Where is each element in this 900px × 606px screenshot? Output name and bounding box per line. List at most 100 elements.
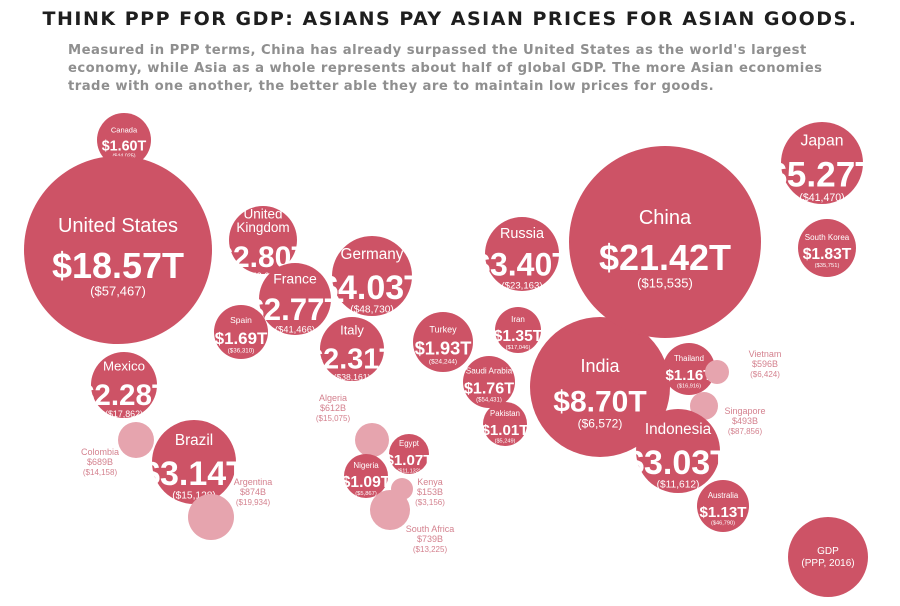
bubble-germany: Germany $4.03T($48,730) (319, 236, 425, 316)
bubble-circle (152, 420, 236, 504)
country-name: Algeria (319, 393, 347, 403)
bubble-circle (697, 480, 749, 532)
gdp-value: $689B (87, 457, 113, 467)
gdp-value: $596B (752, 359, 778, 369)
country-name: South Africa (406, 524, 455, 534)
gdp-per-capita: ($3,156) (415, 498, 445, 507)
bubble-circle (259, 263, 331, 335)
country-name: United States (58, 215, 178, 237)
gdp-per-capita: ($42,609) (244, 271, 283, 281)
country-name: Canada (111, 126, 138, 135)
bubble-thailand: Thailand $1.16T($16,916) (663, 343, 715, 395)
gdp-value: $8.70T (553, 385, 646, 418)
gdp-value: $18.57T (52, 245, 184, 286)
gdp-value: $874B (240, 487, 266, 497)
country-name: Turkey (429, 325, 457, 335)
gdp-value: $153B (417, 487, 443, 497)
bubble-united-states: United States $18.57T($57,467) (24, 156, 212, 344)
bubble-india: India $8.70T($6,572) (530, 317, 670, 457)
gdp-value: $3.14T (141, 455, 247, 493)
subtitle-line: economy, while Asia as a whole represent… (68, 61, 823, 76)
gdp-per-capita: ($35,751) (815, 263, 840, 269)
bubble-circle (690, 392, 718, 420)
bubble-brazil: Brazil $3.14T($15,128) (141, 420, 247, 504)
country-name: Nigeria (353, 461, 379, 470)
country-name: United (243, 206, 282, 221)
bubble-circle (188, 494, 234, 540)
bubble-indonesia: Indonesia $3.03T($11,612) (625, 409, 731, 493)
country-name: Japan (800, 132, 843, 149)
gdp-per-capita: ($23,163) (501, 280, 542, 291)
gdp-value: $1.93T (415, 339, 472, 359)
gdp-per-capita: ($48,730) (350, 305, 394, 316)
country-name: Mexico (103, 358, 145, 373)
country-name: Indonesia (645, 421, 712, 438)
bubble-italy: Italy $2.31T($38,161) (307, 317, 397, 382)
bubble-south-africa: South Africa$739B($13,225) (370, 490, 454, 554)
gdp-value: $3.40T (472, 247, 572, 283)
bubble-canada: Canada$1.60T($44,025) (97, 113, 151, 167)
bubble-argentina: Argentina$874B($19,934) (188, 477, 272, 540)
gdp-per-capita: ($54,431) (476, 397, 502, 403)
bubble-circle (569, 146, 761, 338)
bubble-circle (344, 454, 388, 498)
bubble-circle (320, 317, 384, 381)
bubble-circle (332, 236, 412, 316)
bubble-circle (214, 305, 268, 359)
country-name: Spain (230, 315, 252, 325)
bubble-vietnam: Vietnam$596B($6,424) (705, 349, 781, 384)
gdp-per-capita: ($38,161) (334, 372, 371, 382)
subtitle-line: trade with one another, the better able … (68, 79, 715, 94)
gdp-value: $4.03T (319, 269, 425, 307)
legend-bubble (788, 517, 868, 597)
subtitle-line: Measured in PPP terms, China has already… (68, 43, 807, 58)
gdp-per-capita: ($57,467) (90, 284, 146, 299)
bubble-nigeria: Nigeria $1.09T($5,867) (342, 454, 391, 498)
gdp-per-capita: ($6,424) (750, 370, 780, 379)
legend-label: GDP (817, 546, 839, 557)
gdp-per-capita: ($5,867) (355, 491, 377, 497)
gdp-value: $612B (320, 403, 346, 413)
gdp-per-capita: ($41,470) (799, 192, 844, 204)
country-name: Kenya (417, 477, 443, 487)
country-name: Argentina (234, 477, 273, 487)
gdp-per-capita: ($19,934) (236, 498, 271, 507)
bubble-spain: Spain $1.69T($36,310) (214, 305, 268, 359)
gdp-value: $1.83T (803, 246, 852, 263)
gdp-value: $739B (417, 534, 443, 544)
country-name: Kingdom (236, 220, 289, 235)
country-name: Russia (500, 226, 544, 242)
bubble-pakistan: Pakistan $1.01T($5,249) (482, 402, 530, 446)
country-name: Pakistan (490, 409, 520, 418)
country-name: Australia (708, 491, 739, 500)
gdp-value: $1.76T (464, 379, 514, 397)
country-name: South Korea (805, 233, 850, 242)
bubble-russia: Russia $3.40T($23,163) (472, 217, 572, 291)
country-name: France (273, 270, 317, 286)
country-name: China (639, 207, 692, 229)
bubble-circle (229, 206, 297, 274)
country-name: Germany (341, 246, 404, 263)
gdp-per-capita: ($16,916) (677, 383, 701, 389)
gdp-value: $5.27T (767, 156, 877, 195)
country-name: Singapore (724, 406, 765, 416)
bubble-mexico: Mexico $2.28T($17,862) (78, 352, 170, 419)
gdp-value: $1.60T (102, 138, 147, 154)
country-name: Italy (340, 323, 364, 338)
bubble-circle (495, 307, 541, 353)
bubble-circle (485, 217, 559, 291)
chart-title: THINK PPP FOR GDP: ASIANS PAY ASIAN PRIC… (42, 8, 858, 30)
gdp-value: $1.01T (482, 422, 530, 439)
gdp-per-capita: ($24,244) (429, 359, 457, 366)
gdp-per-capita: ($15,075) (316, 414, 351, 423)
bubble-circle (663, 343, 715, 395)
gdp-per-capita: ($36,310) (228, 347, 255, 354)
gdp-value: $1.07T (386, 452, 434, 469)
gdp-value: $2.28T (78, 379, 170, 412)
bubble-circle (636, 409, 720, 493)
bubble-south-korea: South Korea $1.83T($35,751) (798, 219, 856, 277)
bubble-circle (24, 156, 212, 344)
gdp-per-capita: ($11,612) (657, 480, 700, 491)
bubble-japan: Japan $5.27T($41,470) (767, 122, 877, 204)
